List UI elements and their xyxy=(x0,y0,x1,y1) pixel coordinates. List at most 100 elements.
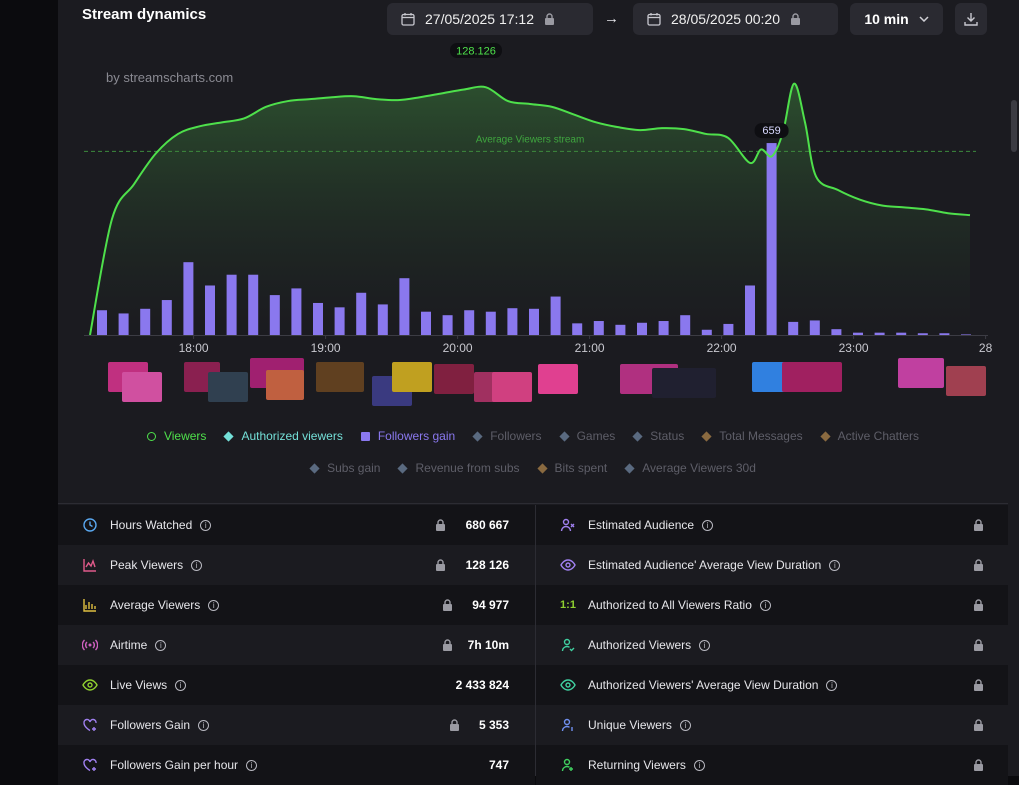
legend-item[interactable]: Status xyxy=(632,429,685,443)
diamond-icon xyxy=(820,430,831,442)
followers-bar xyxy=(377,304,388,335)
legend-row-1: Viewers Authorized viewers Followers gain F… xyxy=(58,424,1008,448)
date-from-text: 27/05/2025 17:12 xyxy=(425,11,534,27)
legend-item[interactable]: Followers gain xyxy=(360,429,455,443)
diamond-icon xyxy=(701,430,712,442)
game-thumbnail xyxy=(122,372,162,402)
stat-label: Authorized Viewers' Average View Duratio… xyxy=(588,678,819,692)
diamond-icon xyxy=(397,462,409,474)
info-icon[interactable]: i xyxy=(208,599,220,611)
followers-bar xyxy=(183,262,194,335)
stat-row: Followers Gain i 5 353 xyxy=(58,705,535,745)
stat-label: Followers Gain xyxy=(110,718,191,732)
lock-icon xyxy=(449,719,460,731)
stat-value: 747 xyxy=(488,758,509,772)
game-thumbnail xyxy=(652,368,716,398)
lock-icon xyxy=(973,759,984,771)
legend-row-2: Subs gain Revenue from subs Bits spent Aver… xyxy=(58,456,1008,480)
legend-item[interactable]: Average Viewers 30d xyxy=(624,461,756,475)
date-from-field[interactable]: 27/05/2025 17:12 xyxy=(387,3,593,35)
followers-bar xyxy=(745,285,755,335)
stat-value: 128 126 xyxy=(465,558,509,572)
stream-chart[interactable]: Average Viewers stream 18:00 19:00 20:00 21:… xyxy=(58,36,1008,356)
legend-item[interactable]: Active Chatters xyxy=(820,429,920,443)
stat-row: Authorized Viewers i xyxy=(536,625,1008,665)
scrollbar-thumb[interactable] xyxy=(1011,100,1017,152)
info-icon[interactable]: i xyxy=(198,719,210,731)
stat-value: 94 977 xyxy=(472,598,509,612)
calendar-icon xyxy=(647,13,661,26)
viewers-line xyxy=(89,82,971,336)
interval-select[interactable]: 10 min xyxy=(850,3,943,35)
legend-label: Active Chatters xyxy=(837,429,920,443)
stat-row: Unique Viewers i xyxy=(536,705,1008,745)
info-icon[interactable]: i xyxy=(693,759,705,771)
stat-row: Returning Viewers i xyxy=(536,745,1008,785)
legend-item[interactable]: Authorized viewers xyxy=(223,429,343,443)
followers-bar xyxy=(399,278,410,335)
lock-icon xyxy=(545,13,554,25)
info-icon[interactable]: i xyxy=(200,519,212,531)
followers-bar xyxy=(637,322,647,335)
game-thumbnail xyxy=(434,364,474,394)
diamond-icon xyxy=(624,462,635,474)
info-icon[interactable]: i xyxy=(702,519,714,531)
followers-bar xyxy=(853,332,863,335)
x-tick-label: 22:00 xyxy=(707,341,737,355)
legend-label: Revenue from subs xyxy=(415,461,520,475)
info-icon[interactable]: i xyxy=(759,599,771,611)
stat-row: Followers Gain per hour i 747 xyxy=(58,745,535,785)
info-icon[interactable]: i xyxy=(246,759,258,771)
heart-clock-icon xyxy=(82,757,98,773)
scrollbar-track[interactable] xyxy=(1008,0,1019,776)
legend-item[interactable]: Revenue from subs xyxy=(397,461,520,475)
viewers-area xyxy=(90,83,970,335)
lock-icon xyxy=(791,13,800,25)
game-thumbnail xyxy=(316,362,364,392)
peak-chart-icon xyxy=(82,557,98,573)
stat-label: Authorized Viewers xyxy=(588,638,692,652)
broadcast-icon xyxy=(82,637,98,653)
legend-label: Followers xyxy=(490,429,542,443)
stat-label: Followers Gain per hour xyxy=(110,758,239,772)
info-icon[interactable]: i xyxy=(191,559,203,571)
followers-bar xyxy=(464,310,475,335)
stat-row: Average Viewers i 94 977 xyxy=(58,585,535,625)
lock-icon xyxy=(973,559,984,571)
legend-item[interactable]: Followers xyxy=(472,429,542,443)
stat-row: 1:1 Authorized to All Viewers Ratio i xyxy=(536,585,1008,625)
diamond-icon xyxy=(472,430,483,442)
legend-label: Viewers xyxy=(163,429,207,443)
arrow-right-icon: → xyxy=(604,10,619,27)
column-separator xyxy=(535,505,536,776)
followers-bar xyxy=(723,323,734,335)
download-button[interactable] xyxy=(955,3,987,35)
legend-item[interactable]: Viewers xyxy=(146,429,207,443)
legend-item[interactable]: Bits spent xyxy=(536,461,607,475)
game-thumbnails xyxy=(108,358,988,406)
legend-label: Status xyxy=(650,429,685,443)
info-icon[interactable]: i xyxy=(175,679,187,691)
followers-bar xyxy=(97,310,107,335)
info-icon[interactable]: i xyxy=(829,559,841,571)
stat-label: Estimated Audience xyxy=(588,518,695,532)
legend-item[interactable]: Total Messages xyxy=(701,429,803,443)
stat-label: Airtime xyxy=(110,638,148,652)
info-icon[interactable]: i xyxy=(155,639,167,651)
followers-bar xyxy=(701,329,712,335)
info-icon[interactable]: i xyxy=(699,639,711,651)
panel-title: Stream dynamics xyxy=(82,6,207,23)
legend-item[interactable]: Subs gain xyxy=(309,461,380,475)
date-to-field[interactable]: 28/05/2025 00:20 xyxy=(633,3,838,35)
section-divider xyxy=(58,503,1008,504)
calendar-icon xyxy=(401,13,415,26)
game-thumbnail xyxy=(392,362,432,392)
info-icon[interactable]: i xyxy=(679,719,691,731)
followers-bar xyxy=(896,332,907,335)
info-icon[interactable]: i xyxy=(826,679,838,691)
stat-label: Returning Viewers xyxy=(588,758,686,772)
watermark: by streamscharts.com xyxy=(106,70,234,85)
followers-bar xyxy=(356,292,367,335)
legend-item[interactable]: Games xyxy=(558,429,615,443)
diamond-icon xyxy=(536,462,548,474)
